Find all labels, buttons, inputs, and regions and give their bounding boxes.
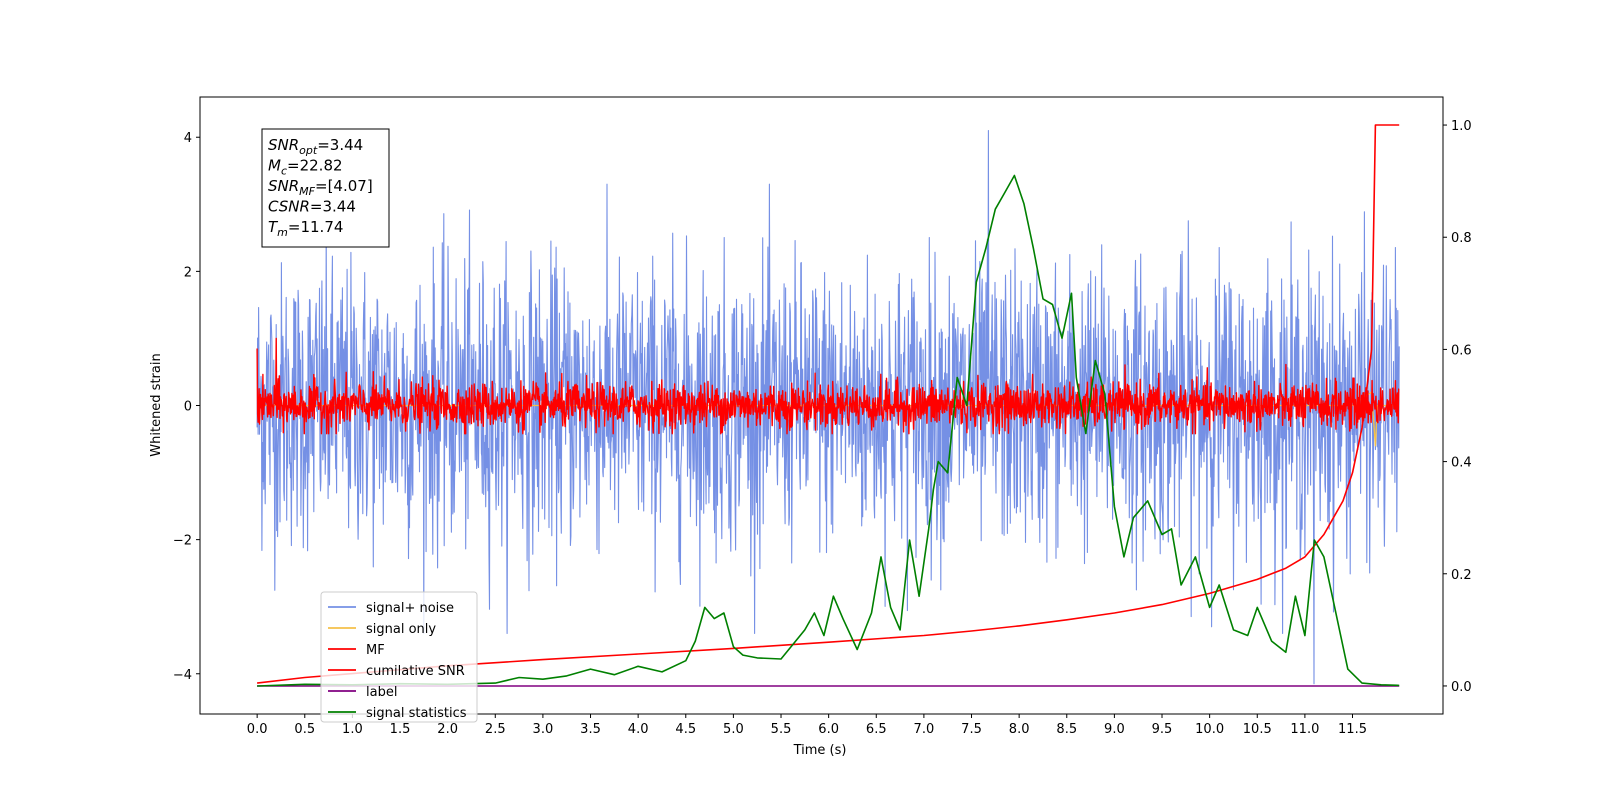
x-tick-label: 9.0 (1104, 722, 1125, 737)
y-tick-label-left: 4 (184, 131, 192, 146)
series-signal-statistics (257, 174, 1400, 687)
x-tick-label: 3.0 (533, 722, 554, 737)
y-axis-right: 0.0 0.2 0.4 0.6 0.8 1.0 (1443, 119, 1472, 695)
annotation-line: Mc=22.82 (268, 157, 343, 178)
x-tick-label: 10.0 (1195, 722, 1224, 737)
x-tick-label: 1.0 (342, 722, 363, 737)
x-tick-label: 1.5 (390, 722, 411, 737)
y-tick-label-left: −4 (173, 668, 192, 683)
series-mf (256, 337, 1400, 435)
x-tick-label: 6.5 (866, 722, 887, 737)
x-tick-label: 10.5 (1243, 722, 1272, 737)
x-tick-label: 2.5 (485, 722, 506, 737)
x-axis-label: Time (s) (793, 743, 847, 758)
x-axis: 0.0 0.5 1.0 1.5 2.0 2.5 3.0 3.5 4.0 4.5 5.0 5.5 6.0 6… (247, 714, 1367, 737)
x-tick-label: 7.5 (961, 722, 982, 737)
x-tick-label: 3.5 (580, 722, 601, 737)
y-tick-label-right: 0.8 (1451, 231, 1472, 246)
y-tick-label-right: 0.2 (1451, 568, 1472, 583)
legend-label: label (366, 685, 397, 700)
legend: signal+ noise signal only MF cumilative SNR… (320, 591, 478, 723)
y-tick-label-right: 1.0 (1451, 119, 1472, 134)
series-cumulative-snr (257, 124, 1400, 684)
x-tick-label: 8.0 (1009, 722, 1030, 737)
x-tick-label: 6.0 (818, 722, 839, 737)
annotation-line: Tm=11.74 (268, 218, 343, 239)
x-tick-label: 8.5 (1056, 722, 1077, 737)
annotation-line: SNRopt=3.44 (268, 136, 363, 157)
legend-label: MF (366, 643, 385, 658)
y-tick-label-left: 2 (184, 265, 192, 280)
x-tick-label: 11.5 (1338, 722, 1367, 737)
legend-label: signal+ noise (366, 601, 454, 616)
x-tick-label: 4.0 (628, 722, 649, 737)
y-tick-label-left: −2 (173, 534, 192, 549)
x-tick-label: 4.5 (675, 722, 696, 737)
y-tick-label-right: 0.6 (1451, 343, 1472, 358)
legend-label: signal statistics (366, 706, 467, 721)
legend-label: cumilative SNR (366, 664, 465, 679)
y-axis-left: −4 −2 0 2 4 (173, 131, 200, 683)
x-tick-label: 9.5 (1152, 722, 1173, 737)
annotation-box: SNRopt=3.44Mc=22.82SNRMF=[4.07]CSNR=3.44… (261, 128, 390, 248)
x-tick-label: 7.0 (914, 722, 935, 737)
annotation-line: CSNR=3.44 (268, 198, 356, 216)
x-tick-label: 5.0 (723, 722, 744, 737)
y-tick-label-right: 0.0 (1451, 680, 1472, 695)
y-axis-label: Whitened strain (149, 353, 164, 456)
x-tick-label: 5.5 (771, 722, 792, 737)
y-tick-label-right: 0.4 (1451, 456, 1472, 471)
x-tick-label: 11.0 (1290, 722, 1319, 737)
x-tick-label: 2.0 (437, 722, 458, 737)
annotation-line: SNRMF=[4.07] (268, 177, 373, 198)
y-tick-label-left: 0 (184, 400, 192, 415)
x-tick-label: 0.5 (294, 722, 315, 737)
legend-label: signal only (366, 622, 436, 637)
x-tick-label: 0.0 (247, 722, 268, 737)
